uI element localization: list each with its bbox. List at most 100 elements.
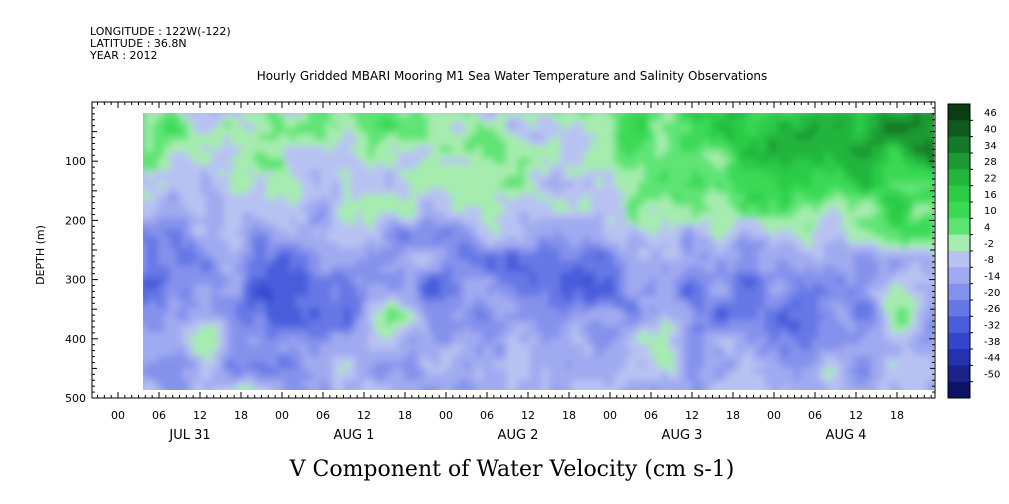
heatmap-cell [554,326,561,333]
heatmap-cell [176,158,183,165]
heatmap-cell [614,338,621,345]
heatmap-cell [578,146,585,153]
heatmap-cell [143,194,147,201]
heatmap-cell [434,212,441,219]
heatmap-cell [170,362,177,369]
heatmap-cell [143,212,147,219]
heatmap-cell [410,164,417,171]
heatmap-cell [392,230,399,237]
heatmap-cell [458,212,465,219]
heatmap-cell [488,128,495,135]
heatmap-cell [194,368,201,375]
heatmap-cell [752,164,759,171]
heatmap-cell [212,260,219,267]
heatmap-cell [494,248,501,255]
heatmap-cell [194,362,201,369]
heatmap-cell [650,266,657,273]
heatmap-cell [638,362,645,369]
heatmap-cell [446,170,453,177]
heatmap-cell [524,362,531,369]
heatmap-cell [350,356,357,363]
heatmap-cell [284,254,291,261]
heatmap-cell [686,218,693,225]
heatmap-cell [680,278,687,285]
heatmap-cell [698,254,705,261]
heatmap-cell [332,254,339,261]
heatmap-cell [206,164,213,171]
heatmap-cell [302,146,309,153]
heatmap-cell [464,338,471,345]
heatmap-cell [680,206,687,213]
heatmap-cell [638,176,645,183]
heatmap-cell [668,116,675,123]
heatmap-cell [596,278,603,285]
heatmap-cell [356,260,363,267]
heatmap-cell [488,272,495,279]
heatmap-cell [248,356,255,363]
heatmap-cell [518,254,525,261]
heatmap-cell [692,176,699,183]
heatmap-cell [362,284,369,291]
heatmap-cell [638,170,645,177]
heatmap-cell [758,176,765,183]
heatmap-cell [626,374,633,381]
heatmap-cell [188,242,195,249]
heatmap-cell [554,380,561,387]
heatmap-cell [500,338,507,345]
heatmap-cell [320,164,327,171]
heatmap-cell [152,248,159,255]
heatmap-cell [206,296,213,303]
heatmap-cell [674,266,681,273]
heatmap-cell [452,158,459,165]
heatmap-cell [266,140,273,147]
heatmap-cell [686,140,693,147]
heatmap-cell [404,350,411,357]
heatmap-cell [260,170,267,177]
heatmap-cell [440,230,447,237]
heatmap-cell [266,320,273,327]
heatmap-cell [614,146,621,153]
heatmap-cell [488,368,495,375]
heatmap-cell [554,176,561,183]
heatmap-cell [242,194,249,201]
heatmap-cell [416,113,423,117]
heatmap-cell [704,296,711,303]
heatmap-cell [308,122,315,129]
heatmap-cell [206,356,213,363]
heatmap-cell [386,122,393,129]
heatmap-cell [152,290,159,297]
heatmap-cell [452,344,459,351]
heatmap-cell [254,356,261,363]
heatmap-cell [716,116,723,123]
heatmap-cell [434,116,441,123]
heatmap-cell [518,308,525,315]
heatmap-cell [338,380,345,387]
heatmap-cell [254,386,261,390]
heatmap-cell [524,200,531,207]
heatmap-cell [620,113,627,117]
heatmap-cell [746,236,753,243]
heatmap-cell [746,230,753,237]
heatmap-cell [200,170,207,177]
heatmap-cell [656,338,663,345]
heatmap-cell [620,368,627,375]
heatmap-cell [458,134,465,141]
heatmap-cell [590,266,597,273]
heatmap-cell [620,278,627,285]
heatmap-cell [548,368,555,375]
heatmap-cell [176,200,183,207]
heatmap-cell [728,308,735,315]
heatmap-cell [512,176,519,183]
heatmap-cell [584,194,591,201]
heatmap-cell [428,176,435,183]
heatmap-cell [752,116,759,123]
heatmap-cell [548,374,555,381]
heatmap-cell [518,164,525,171]
heatmap-cell [686,290,693,297]
heatmap-cell [638,326,645,333]
heatmap-cell [302,314,309,321]
heatmap-cell [752,170,759,177]
heatmap-cell [224,128,231,135]
heatmap-cell [392,188,399,195]
heatmap-cell [374,218,381,225]
